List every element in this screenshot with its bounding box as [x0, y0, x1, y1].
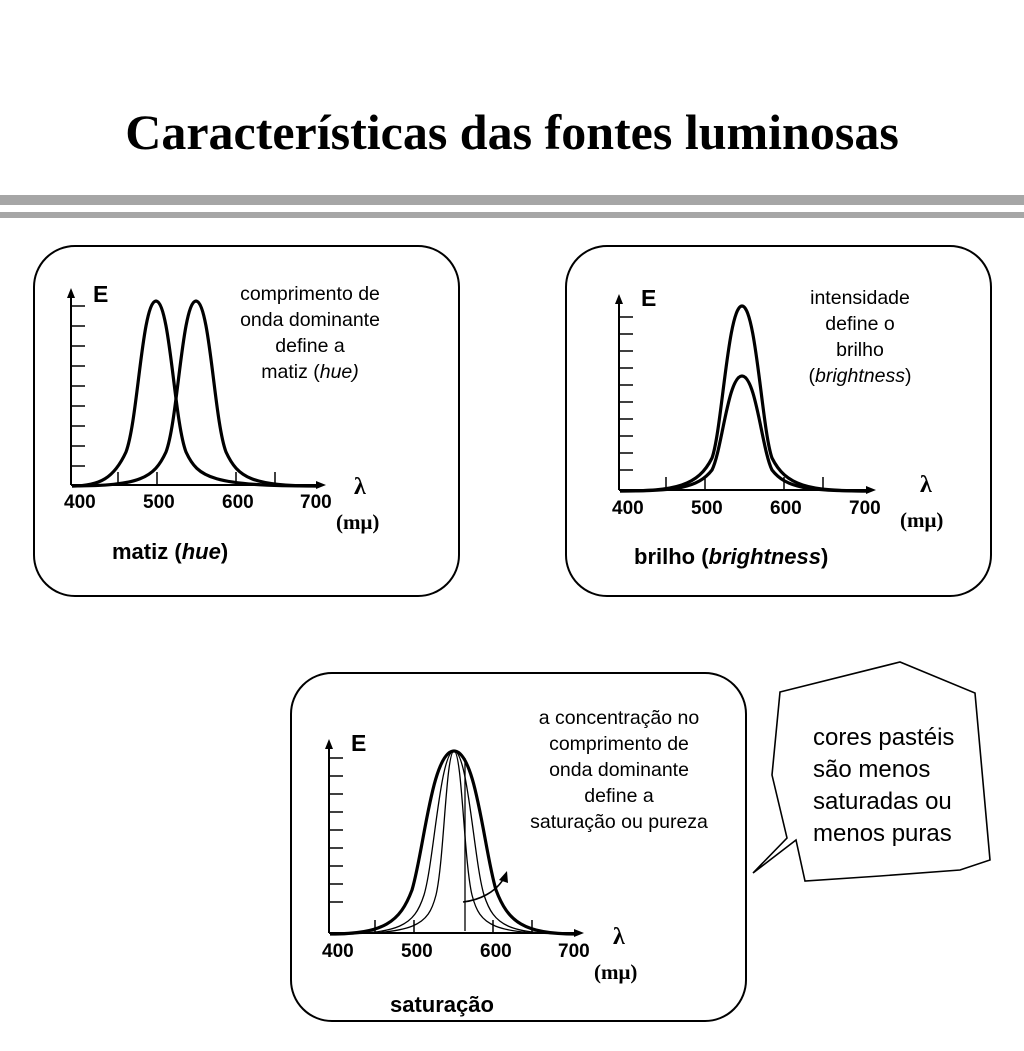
saturation-arrow-head [499, 871, 508, 883]
hue-x-tick-600: 600 [222, 492, 254, 513]
brightness-caption-em: brightness [708, 544, 822, 569]
hue-x-tick-500: 500 [143, 492, 175, 513]
hue-panel [33, 245, 460, 597]
brightness-caption: brilho (brightness) [634, 544, 828, 570]
brightness-panel [565, 245, 992, 597]
brightness-x-tick-500: 500 [691, 498, 723, 519]
brightness-x-arrow [866, 486, 876, 494]
brightness-description-em: brightness [815, 365, 905, 387]
brightness-x-unit: (mμ) [900, 508, 944, 532]
saturation-x-ticks [374, 920, 533, 933]
title-rule-thin [0, 212, 1024, 218]
saturation-x-tick-600: 600 [480, 941, 512, 962]
saturation-panel [290, 672, 747, 1022]
brightness-curve-high [619, 304, 869, 493]
brightness-x-tick-700: 700 [849, 498, 881, 519]
hue-x-tick-400: 400 [64, 492, 96, 513]
brightness-description-text: intensidade define o brilho ( [808, 287, 910, 387]
callout-text: cores pastéis são menos saturadas ou men… [813, 724, 955, 847]
hue-caption-b: ) [220, 539, 229, 564]
saturation-x-unit: (mμ) [594, 960, 638, 984]
hue-y-arrow [67, 288, 75, 298]
brightness-y-ticks [619, 316, 633, 471]
hue-curve-a [71, 299, 319, 488]
brightness-x-tick-400: 400 [612, 498, 644, 519]
saturation-x-tick-700: 700 [558, 941, 590, 962]
page-title: Características das fontes luminosas [125, 104, 899, 160]
saturation-x-arrow [574, 929, 584, 937]
brightness-y-label: E [641, 285, 657, 311]
saturation-arrow [462, 877, 505, 903]
saturation-x-tick-400: 400 [322, 941, 354, 962]
hue-description-em: hue) [319, 361, 359, 383]
brightness-description-end: ) [904, 365, 912, 387]
hue-caption-a: matiz ( [112, 539, 182, 564]
title-rule-thick [0, 195, 1024, 205]
brightness-curve-low [619, 374, 869, 493]
brightness-y-arrow [615, 294, 623, 304]
saturation-y-ticks [329, 757, 343, 903]
hue-x-unit: (mμ) [336, 510, 380, 534]
hue-x-arrow [316, 481, 326, 489]
saturation-curve-narrow [329, 750, 577, 935]
hue-x-tick-700: 700 [300, 492, 332, 513]
hue-y-label: E [93, 281, 109, 307]
hue-description: comprimento de onda dominante define a m… [210, 281, 410, 385]
saturation-y-arrow [325, 739, 333, 749]
brightness-x-symbol: λ [920, 472, 932, 498]
hue-y-ticks [71, 305, 85, 467]
hue-x-symbol: λ [354, 474, 366, 500]
hue-curve-b [71, 299, 319, 488]
brightness-description: intensidade define o brilho (brightness) [780, 285, 940, 389]
hue-description-text: comprimento de onda dominante define a m… [240, 283, 380, 383]
brightness-caption-b: ) [821, 544, 829, 569]
saturation-caption: saturação [390, 992, 494, 1017]
saturation-y-label: E [351, 730, 367, 756]
saturation-description: a concentração no comprimento de onda do… [530, 707, 708, 833]
hue-caption-em: hue [181, 539, 221, 564]
hue-caption: matiz (hue) [112, 539, 228, 565]
brightness-x-tick-600: 600 [770, 498, 802, 519]
saturation-x-symbol: λ [613, 924, 625, 950]
brightness-caption-a: brilho ( [634, 544, 709, 569]
saturation-x-tick-500: 500 [401, 941, 433, 962]
